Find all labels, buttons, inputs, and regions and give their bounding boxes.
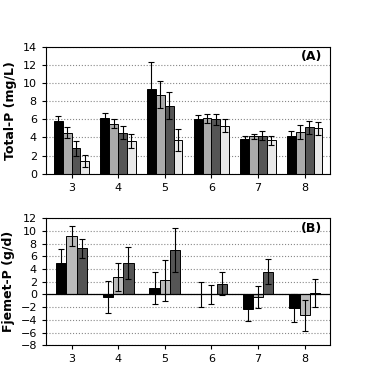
Bar [287,135,296,174]
Bar [211,119,220,174]
Bar [147,89,156,174]
Bar [80,161,89,174]
Bar [243,294,253,309]
Bar [63,133,72,174]
Bar [77,248,87,294]
Bar [160,281,170,294]
Bar [299,294,310,315]
Y-axis label: Fjemet-P (g/d): Fjemet-P (g/d) [2,231,15,333]
Bar [194,119,203,174]
Bar [313,128,322,174]
Bar [118,133,127,174]
Bar [72,148,80,174]
Bar [217,284,227,294]
Y-axis label: Total-P (mg/L): Total-P (mg/L) [4,61,17,159]
Bar [258,135,267,174]
Bar [123,263,134,294]
Bar [149,288,160,294]
Bar [249,137,258,174]
Text: (B): (B) [301,222,322,235]
Bar [289,294,299,308]
Text: (A): (A) [301,50,322,63]
Bar [54,121,63,174]
Bar [310,293,320,294]
Bar [127,141,136,174]
Bar [220,126,229,174]
Bar [113,277,123,294]
Bar [296,132,305,174]
Bar [240,139,249,174]
Bar [174,140,182,174]
Bar [170,250,180,294]
Bar [66,236,77,294]
Bar [56,263,66,294]
Bar [103,294,113,297]
Bar [109,124,118,174]
Bar [165,106,174,174]
Bar [267,140,276,174]
Bar [263,272,273,294]
Bar [101,118,109,174]
Bar [156,95,165,174]
Bar [203,118,211,174]
Bar [305,127,313,174]
Bar [253,294,263,297]
